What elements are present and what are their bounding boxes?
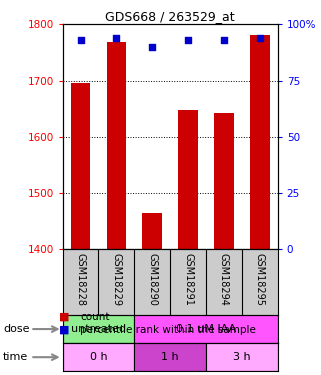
Text: 1 h: 1 h xyxy=(161,352,179,362)
Point xyxy=(186,37,191,43)
Point xyxy=(78,37,83,43)
Bar xyxy=(206,343,278,371)
Point xyxy=(114,35,119,41)
Text: dose: dose xyxy=(3,324,30,334)
Bar xyxy=(134,343,206,371)
Text: GSM18229: GSM18229 xyxy=(111,253,121,306)
Point xyxy=(150,44,155,50)
Bar xyxy=(63,315,134,343)
Bar xyxy=(134,315,278,343)
Text: ■: ■ xyxy=(59,312,70,322)
Bar xyxy=(250,34,270,249)
Bar xyxy=(178,110,198,249)
Text: GSM18295: GSM18295 xyxy=(255,253,265,306)
Point xyxy=(221,37,226,43)
Bar xyxy=(214,113,234,249)
Text: 3 h: 3 h xyxy=(233,352,251,362)
Bar xyxy=(63,343,134,371)
Title: GDS668 / 263529_at: GDS668 / 263529_at xyxy=(105,10,235,23)
Text: 0.1 uM IAA: 0.1 uM IAA xyxy=(176,324,236,334)
Text: GSM18291: GSM18291 xyxy=(183,253,193,306)
Text: count: count xyxy=(80,312,110,322)
Text: GSM18290: GSM18290 xyxy=(147,253,157,306)
Text: percentile rank within the sample: percentile rank within the sample xyxy=(80,325,256,335)
Text: ■: ■ xyxy=(59,325,70,335)
Text: untreated: untreated xyxy=(71,324,126,334)
Bar xyxy=(71,84,91,249)
Text: time: time xyxy=(3,352,29,362)
Text: 0 h: 0 h xyxy=(90,352,107,362)
Bar xyxy=(142,213,162,249)
Point xyxy=(257,35,262,41)
Text: GSM18294: GSM18294 xyxy=(219,253,229,306)
Bar xyxy=(107,42,126,249)
Text: GSM18228: GSM18228 xyxy=(75,253,85,306)
